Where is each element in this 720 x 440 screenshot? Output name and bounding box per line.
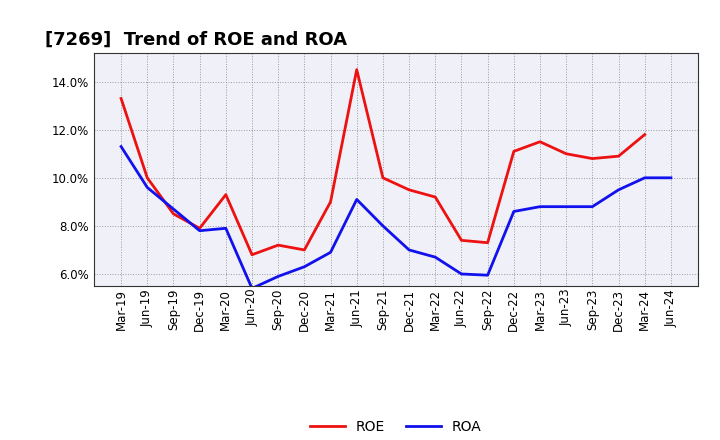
ROA (562, 204, 570, 209)
ROE (222, 192, 230, 197)
ROE (483, 240, 492, 246)
Line: ROA: ROA (121, 147, 671, 288)
ROE (195, 226, 204, 231)
ROE (562, 151, 570, 156)
ROA (169, 206, 178, 212)
ROE (614, 154, 623, 159)
ROA (143, 185, 152, 190)
ROA (248, 286, 256, 291)
ROE (588, 156, 597, 161)
Legend: ROE, ROA: ROE, ROA (305, 414, 487, 439)
ROE (640, 132, 649, 137)
ROA (483, 272, 492, 278)
ROA (326, 250, 335, 255)
ROA (536, 204, 544, 209)
ROE (169, 211, 178, 216)
ROE (274, 242, 282, 248)
ROA (405, 247, 413, 253)
ROE (536, 139, 544, 144)
ROE (352, 67, 361, 72)
ROA (195, 228, 204, 233)
ROA (222, 226, 230, 231)
ROA (640, 175, 649, 180)
ROA (614, 187, 623, 192)
ROA (274, 274, 282, 279)
ROA (300, 264, 309, 269)
ROE (405, 187, 413, 192)
ROE (379, 175, 387, 180)
ROA (457, 271, 466, 277)
ROA (379, 223, 387, 228)
ROA (588, 204, 597, 209)
ROA (667, 175, 675, 180)
Text: [7269]  Trend of ROE and ROA: [7269] Trend of ROE and ROA (45, 30, 347, 48)
ROE (457, 238, 466, 243)
ROA (510, 209, 518, 214)
ROE (326, 199, 335, 205)
Line: ROE: ROE (121, 70, 644, 255)
ROE (117, 96, 125, 101)
ROE (510, 149, 518, 154)
ROA (352, 197, 361, 202)
ROE (431, 194, 440, 200)
ROA (117, 144, 125, 149)
ROE (248, 252, 256, 257)
ROE (143, 175, 152, 180)
ROA (431, 254, 440, 260)
ROE (300, 247, 309, 253)
